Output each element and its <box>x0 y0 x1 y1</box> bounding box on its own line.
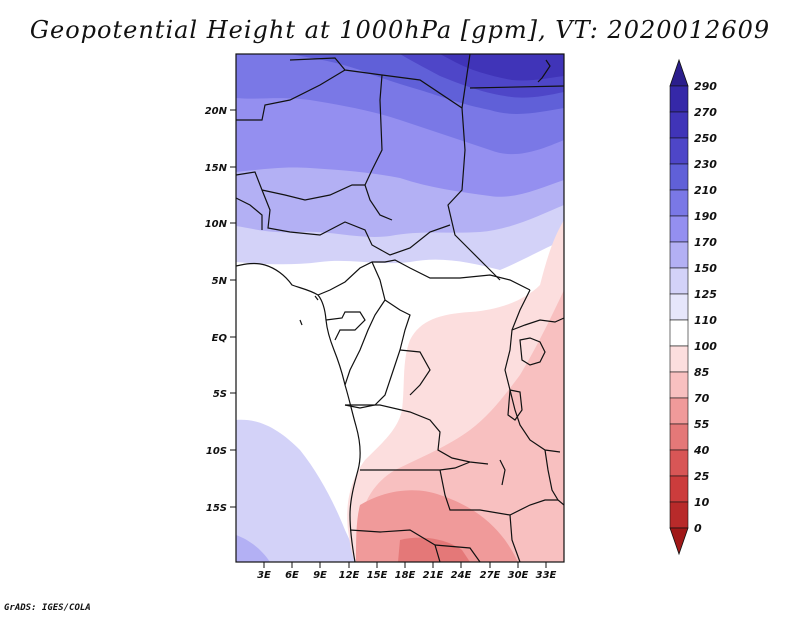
colorbar-swatch <box>669 397 689 425</box>
lon-tick-label: 18E <box>395 570 416 581</box>
lat-tick-label: EQ <box>212 333 228 344</box>
country-borders <box>236 54 564 562</box>
lat-tick-label: 20N <box>205 106 228 117</box>
lat-tick-label: 5N <box>212 276 228 287</box>
colorbar-label: 55 <box>694 418 710 431</box>
colorbar-swatch <box>669 85 689 113</box>
colorbar-swatch <box>669 501 689 529</box>
lon-tick-label: 24E <box>451 570 472 581</box>
colorbar-label: 40 <box>693 444 710 457</box>
coastline <box>236 262 361 562</box>
colorbar-label: 290 <box>694 80 717 93</box>
colorbar-label: 150 <box>694 262 717 275</box>
colorbar-swatch <box>669 163 689 191</box>
lon-tick-label: 30E <box>508 570 529 581</box>
colorbar-swatch <box>669 449 689 477</box>
lon-tick-label: 33E <box>536 570 557 581</box>
colorbar-top-triangle <box>669 58 689 87</box>
colorbar-label: 70 <box>694 392 710 405</box>
lon-tick-label: 6E <box>285 570 299 581</box>
colorbar-swatch <box>669 475 689 503</box>
colorbar-swatch <box>669 293 689 321</box>
colorbar <box>669 58 689 556</box>
lon-tick-label: 3E <box>257 570 271 581</box>
map-title: Geopotential Height at 1000hPa [gpm], VT… <box>29 16 771 44</box>
longitude-ticks: 3E 6E 9E 12E 15E 18E 21E 24E 27E 30E 33E <box>257 562 557 581</box>
lon-tick-label: 9E <box>313 570 327 581</box>
colorbar-swatch <box>669 345 689 373</box>
colorbar-label: 100 <box>694 340 717 353</box>
colorbar-label: 250 <box>694 132 717 145</box>
geopotential-field <box>236 54 564 562</box>
colorbar-label: 230 <box>694 158 717 171</box>
lat-tick-label: 5S <box>213 389 227 400</box>
colorbar-label: 210 <box>694 184 717 197</box>
colorbar-label: 170 <box>694 236 717 249</box>
lat-tick-label: 15N <box>205 163 228 174</box>
colorbar-label: 10 <box>694 496 710 509</box>
colorbar-swatch <box>669 137 689 165</box>
lat-tick-label: 10N <box>205 219 228 230</box>
colorbar-bottom-triangle <box>669 527 689 556</box>
map-frame <box>235 53 565 563</box>
colorbar-label: 110 <box>694 314 717 327</box>
lon-tick-label: 27E <box>480 570 501 581</box>
colorbar-swatch <box>669 267 689 295</box>
colorbar-label: 125 <box>694 288 717 301</box>
colorbar-label: 0 <box>694 522 702 535</box>
lat-tick-label: 15S <box>206 503 227 514</box>
lon-tick-label: 12E <box>339 570 360 581</box>
colorbar-swatch <box>669 423 689 451</box>
colorbar-label: 85 <box>694 366 710 379</box>
lon-tick-label: 21E <box>423 570 444 581</box>
colorbar-swatch <box>669 241 689 269</box>
colorbar-swatch <box>669 189 689 217</box>
colorbar-swatch <box>669 111 689 139</box>
colorbar-label: 270 <box>694 106 717 119</box>
colorbar-swatch <box>669 215 689 243</box>
colorbar-label: 190 <box>694 210 717 223</box>
software-credit: GrADS: IGES/COLA <box>4 603 91 613</box>
latitude-ticks: 20N 15N 10N 5N EQ 5S 10S 15S <box>205 106 236 514</box>
colorbar-swatch <box>669 319 689 347</box>
colorbar-swatch <box>669 371 689 399</box>
colorbar-label: 25 <box>694 470 710 483</box>
colorbar-labels: 290 270 250 230 210 190 170 150 125 110 … <box>693 80 717 535</box>
lat-tick-label: 10S <box>206 446 227 457</box>
lon-tick-label: 15E <box>367 570 388 581</box>
